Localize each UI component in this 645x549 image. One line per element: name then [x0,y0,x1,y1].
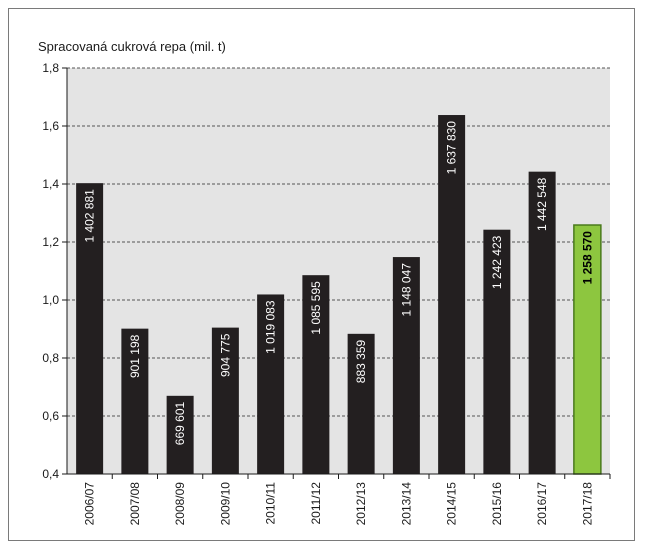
bar [121,328,149,474]
bar [76,183,104,475]
bar-data-label: 1 242 423 [490,235,504,289]
y-tick-label: 1,4 [42,177,59,191]
axes: 0,4 0,6 0,8 1,0 1,2 1,4 1,6 1,8 2006/07 2007/08 20… [42,61,611,526]
x-tick-label: 2010/11 [264,482,278,525]
bar-data-label: 1 148 047 [399,263,413,317]
x-tick-label: 2017/18 [580,482,594,526]
x-tick-label: 2013/14 [399,482,413,526]
plot-area [67,68,610,474]
bar [483,229,511,474]
bar [302,275,330,474]
y-tick-label: 1,8 [42,61,59,75]
bars: 1 402 881 901 198 669 601 904 775 1 019 083 1… [76,115,602,475]
y-tick-label: 0,4 [42,467,59,481]
bar-data-label: 1 085 595 [309,281,323,335]
x-tick-label: 2008/09 [173,482,187,526]
x-tick-label: 2011/12 [309,482,323,525]
bar-data-label: 1 258 570 [580,231,594,285]
bar [211,327,239,474]
bar-data-label: 904 775 [218,333,232,377]
y-tick-label: 1,6 [42,119,59,133]
y-tick-label: 0,8 [42,351,59,365]
bar-data-label: 1 019 083 [264,300,278,354]
bar-data-label: 883 359 [354,340,368,384]
y-tick-label: 0,6 [42,409,59,423]
bar [528,171,556,475]
bar [392,257,420,474]
bar [438,115,466,474]
bar-data-label: 1 442 548 [535,177,549,231]
bar-data-label: 1 402 881 [83,189,97,243]
y-tick-label: 1,0 [42,293,59,307]
bar [257,294,285,474]
x-tick-label: 2006/07 [83,482,97,526]
x-tick-label: 2016/17 [535,482,549,526]
gridlines [67,67,610,417]
bar [166,395,194,474]
y-tick-label: 1,2 [42,235,59,249]
x-tick-label: 2012/13 [354,482,368,526]
x-tick-label: 2009/10 [218,482,232,526]
x-tick-label: 2007/08 [128,482,142,526]
bar-data-label: 901 198 [128,334,142,378]
bar [347,333,375,474]
bar-data-label: 669 601 [173,402,187,446]
x-tick-label: 2014/15 [445,482,459,526]
bar [573,224,602,475]
bar-data-label: 1 637 830 [445,121,459,175]
x-tick-label: 2015/16 [490,482,504,526]
chart-title: Spracovaná cukrová repa (mil. t) [38,39,226,54]
